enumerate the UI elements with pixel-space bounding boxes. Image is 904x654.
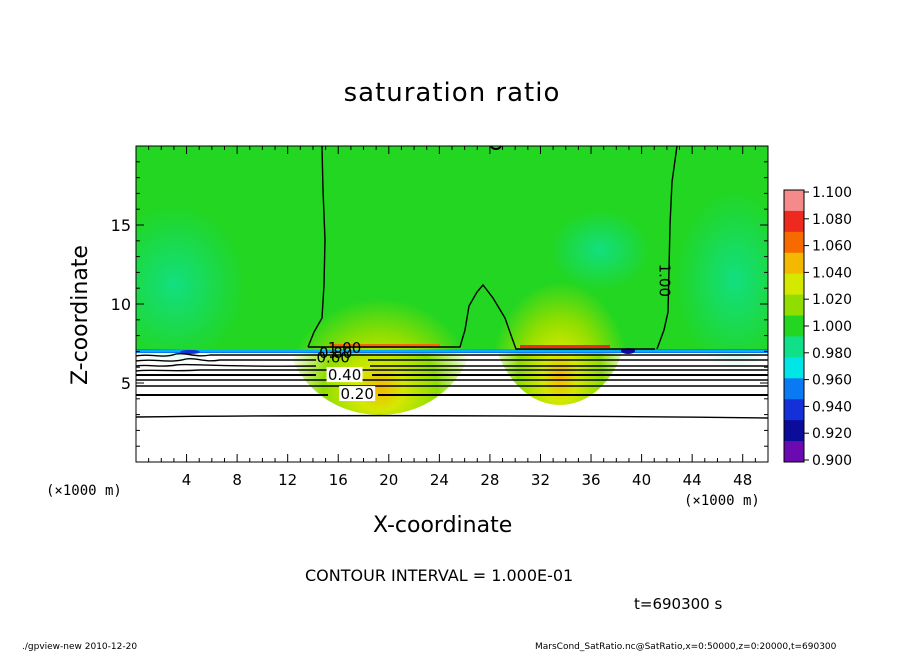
x-tick-labels: 4 8 12 16 20 24 28 32 36 40 44 48 [182,471,752,489]
x-tick-label: 16 [329,471,348,489]
colorbar-label: 1.020 [812,292,852,308]
colorbar-swatch [784,357,804,379]
colorbar-label: 0.900 [812,453,852,469]
colorbar-swatch [784,336,804,358]
saturation-field [136,146,768,462]
y-tick-label: 5 [121,374,131,393]
colorbar-swatch [784,441,804,463]
contour-label: 1.00 [328,339,361,357]
x-tick-label: 24 [430,471,449,489]
contour-label: 1.00 [655,264,673,297]
contour-label: 0.20 [340,385,373,403]
x-unit-label-left: (×1000 m) [46,483,122,499]
colorbar-swatch [784,190,804,212]
y-axis-ticks [136,161,768,447]
colorbar-labels: 1.100 1.080 1.060 1.040 1.020 1.000 0.980 0.960… [804,185,852,469]
x-axis-ticks [148,146,756,462]
contour-label-bg [326,367,363,383]
colorbar-swatch [784,252,804,275]
x-tick-label: 48 [733,471,752,489]
x-tick-label: 28 [480,471,499,489]
colorbar-swatch [784,210,804,233]
colorbar-swatch [784,378,804,400]
x-tick-label: 36 [581,471,600,489]
contour-interval-text: CONTOUR INTERVAL = 1.000E-01 [305,566,574,585]
colorbar-label: 0.980 [812,346,852,362]
colorbar-label: 1.040 [812,265,852,281]
time-stamp: t=690300 s [634,595,723,613]
contour-labels: 1.000.800.600.400.201.00 [316,264,673,403]
contour-lines [136,146,768,419]
contour-label: 0.60 [316,349,349,367]
footer-data-source: MarsCond_SatRatio.nc@SatRatio,x=0:50000,… [535,642,837,652]
x-tick-label: 40 [632,471,651,489]
colorbar-swatch [784,231,804,254]
chart-title: saturation ratio [343,78,561,108]
contour-label: 0.40 [328,366,361,384]
colorbar-swatch [784,294,804,317]
colorbar-swatch [784,399,804,421]
x-tick-label: 32 [531,471,550,489]
y-tick-label: 15 [111,216,131,235]
colorbar-label: 0.920 [812,426,852,442]
colorbar-swatch [784,315,804,337]
colorbar-label: 0.960 [812,373,852,389]
x-tick-label: 20 [379,471,398,489]
x-unit-label-right: (×1000 m) [684,493,760,509]
x-axis-label: X-coordinate [373,513,513,538]
y-tick-labels: 5 10 15 [111,216,131,393]
x-tick-label: 8 [232,471,242,489]
x-tick-label: 12 [278,471,297,489]
colorbar-label: 0.940 [812,399,852,415]
y-axis-label: Z-coordinate [68,245,93,385]
colorbar [783,189,805,463]
colorbar-swatch [784,273,804,296]
contour-label-bg [339,386,376,402]
colorbar-label: 1.060 [812,239,852,255]
colorbar-swatch [784,420,804,442]
colorbar-label: 1.000 [812,319,852,335]
footer-program-date: ./gpview-new 2010-12-20 [22,642,138,652]
x-tick-label: 4 [182,471,192,489]
y-tick-label: 10 [111,295,131,314]
colorbar-label: 1.100 [812,185,852,201]
x-tick-label: 44 [683,471,702,489]
colorbar-label: 1.080 [812,212,852,228]
contour-label: 0.80 [319,344,352,362]
